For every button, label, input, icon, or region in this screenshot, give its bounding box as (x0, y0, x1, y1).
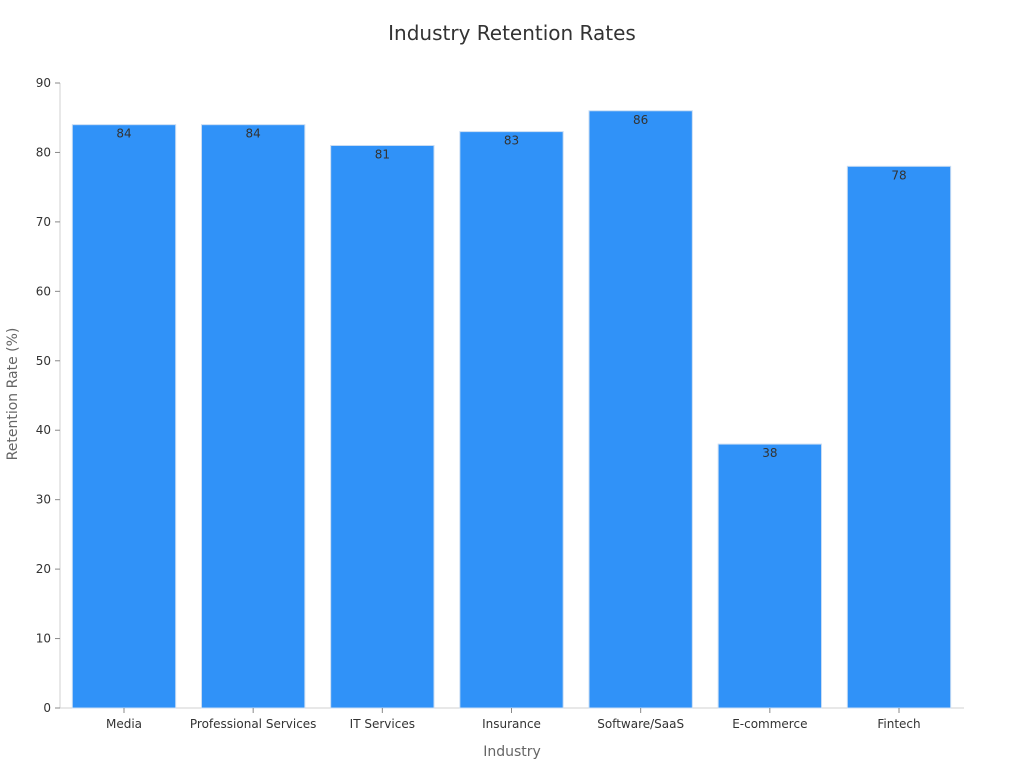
y-axis-label: Retention Rate (%) (5, 328, 21, 461)
bar-software-saas[interactable] (588, 110, 693, 709)
x-tick-label: Insurance (482, 717, 541, 731)
y-tick-label: 60 (36, 284, 51, 298)
y-tick-label: 10 (36, 632, 51, 646)
bar-it-services[interactable] (330, 145, 435, 709)
bar-value-label: 86 (633, 113, 648, 127)
y-tick-label: 70 (36, 215, 51, 229)
bar-value-label: 81 (375, 148, 390, 162)
bar-e-commerce[interactable] (717, 443, 822, 709)
bar-insurance[interactable] (459, 131, 564, 709)
y-tick-label: 50 (36, 354, 51, 368)
bar-value-label: 83 (504, 134, 519, 148)
x-tick-label: Media (106, 717, 142, 731)
y-tick-label: 80 (36, 145, 51, 159)
bar-value-label: 78 (891, 168, 906, 182)
bar-professional-services[interactable] (201, 124, 306, 709)
x-tick-label: Fintech (877, 717, 920, 731)
x-tick-label: Professional Services (190, 717, 317, 731)
x-tick-label: Software/SaaS (597, 717, 684, 731)
y-tick-label: 90 (36, 76, 51, 90)
y-tick-label: 20 (36, 562, 51, 576)
x-tick-label: IT Services (350, 717, 415, 731)
bar-value-label: 84 (116, 127, 131, 141)
x-tick-label: E-commerce (732, 717, 807, 731)
x-axis-label: Industry (483, 744, 541, 760)
bar-value-label: 84 (246, 127, 261, 141)
y-tick-label: 30 (36, 493, 51, 507)
y-tick-label: 40 (36, 423, 51, 437)
chart-title: Industry Retention Rates (388, 21, 636, 45)
bar-value-label: 38 (762, 446, 777, 460)
bar-media[interactable] (71, 124, 177, 709)
y-tick-label: 0 (43, 701, 51, 715)
plot-area: 0 10 20 30 40 50 60 70 80 90 84 Media 84 Professional… (36, 76, 964, 731)
bar-fintech[interactable] (846, 165, 952, 709)
